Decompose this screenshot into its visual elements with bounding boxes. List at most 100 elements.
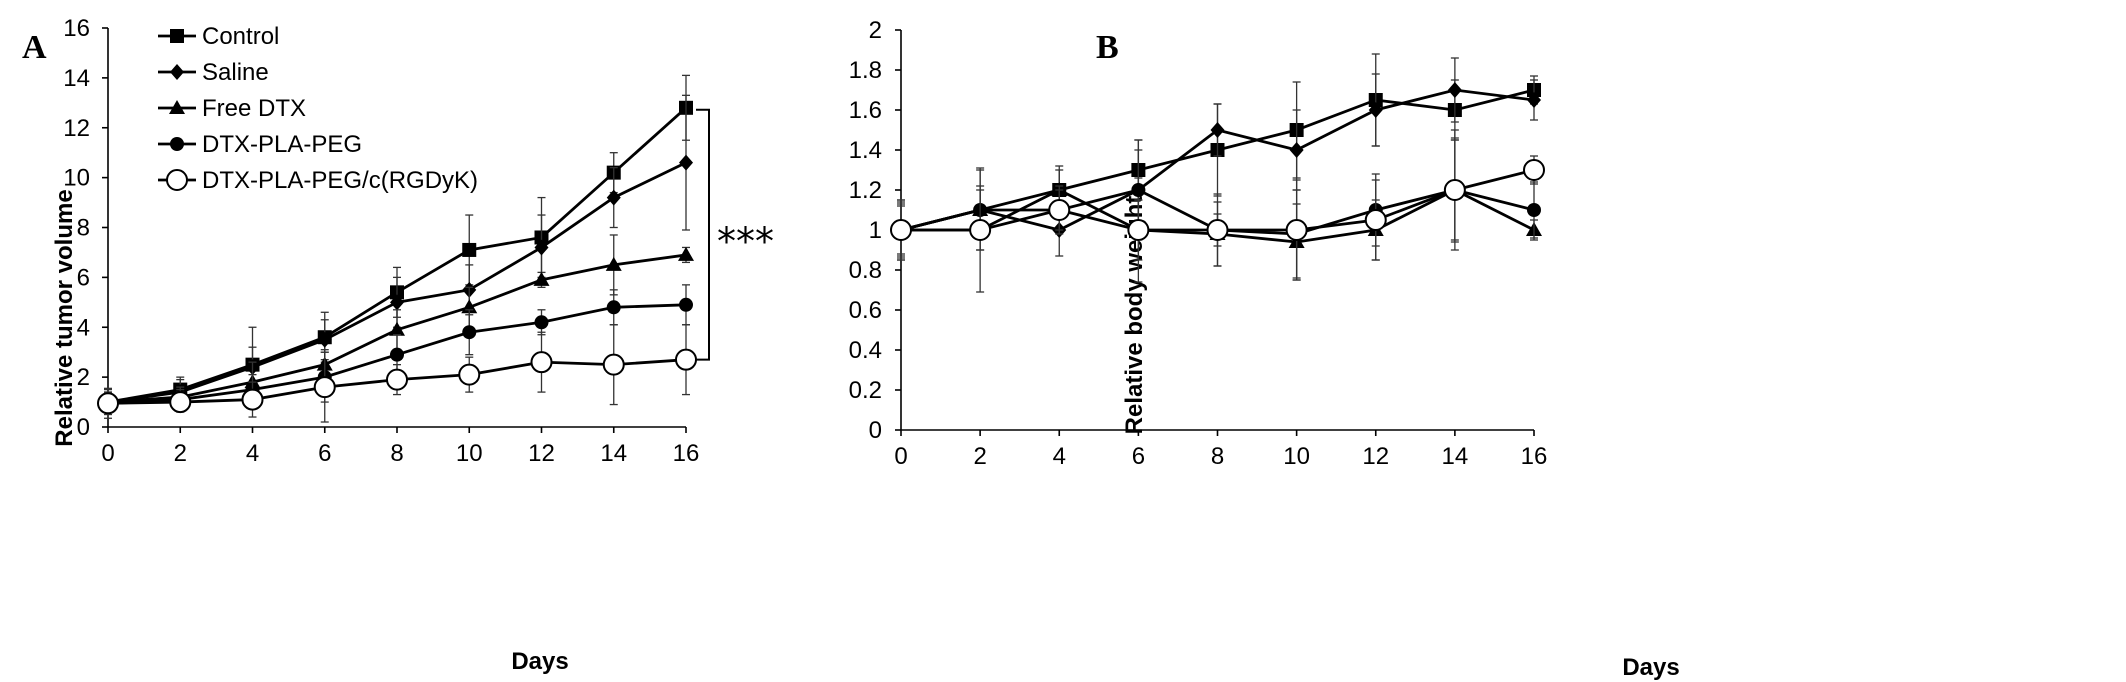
data-point <box>1048 199 1071 221</box>
x-tick-label-b: 6 <box>1132 443 1145 470</box>
legend-label: DTX-PLA-PEG <box>202 131 362 158</box>
data-point <box>462 242 477 257</box>
data-point <box>462 325 477 340</box>
data-point <box>602 353 625 376</box>
x-tick-label-b: 16 <box>1521 443 1548 470</box>
legend-label: Free DTX <box>202 95 306 122</box>
y-tick-label-a: 8 <box>77 215 90 242</box>
data-point <box>1447 82 1462 98</box>
x-tick-label-a: 2 <box>174 440 187 467</box>
data-point <box>317 331 332 348</box>
data-point <box>679 154 693 171</box>
y-tick-label-a: 12 <box>63 115 90 142</box>
data-point <box>605 256 622 271</box>
panel-label-a: A <box>22 29 47 66</box>
data-point <box>675 348 697 371</box>
data-point <box>1289 142 1304 158</box>
data-point <box>534 239 549 256</box>
legend-label: Control <box>202 23 279 50</box>
data-point <box>313 376 336 399</box>
series-b-dtx-pla-peg-c-rgdyk- <box>890 129 1545 293</box>
chart-panel-a: A Days Relative tumor volume 0 2 4 6 8 10 12 14… <box>22 15 774 675</box>
x-tick-label-a: 0 <box>101 440 114 467</box>
y-tick-label-b: 1.8 <box>849 57 882 84</box>
x-tick-label-a: 16 <box>673 440 700 467</box>
data-point <box>1443 179 1466 201</box>
data-point <box>458 363 481 386</box>
x-tick-label-b: 8 <box>1211 443 1224 470</box>
chart-panel-b: B Days Relative body weight 00.20.40.60.… <box>849 17 1680 681</box>
x-tick-label-a: 4 <box>246 440 259 467</box>
x-tick-label-b: 14 <box>1442 443 1469 470</box>
data-point <box>533 271 550 286</box>
data-point <box>169 391 192 414</box>
series-a-dtx-pla-peg-c-rgdyk- <box>97 324 697 423</box>
x-tick-label-a: 12 <box>528 440 555 467</box>
y-tick-label-a: 4 <box>77 314 90 341</box>
x-tick-label-b: 0 <box>894 443 907 470</box>
data-point <box>606 300 621 315</box>
y-tick-label-b: 2 <box>869 17 882 44</box>
y-tick-label-a: 2 <box>77 364 90 391</box>
data-point <box>1527 203 1541 217</box>
legend-label: DTX-PLA-PEG/c(RGDyK) <box>202 167 478 194</box>
data-point <box>241 388 264 411</box>
y-tick-label-a: 10 <box>63 165 90 192</box>
data-point <box>390 347 404 362</box>
y-tick-label-b: 0.6 <box>849 297 882 324</box>
data-point <box>606 189 621 206</box>
x-tick-label-b: 10 <box>1283 443 1310 470</box>
data-point <box>969 219 992 241</box>
data-point <box>1523 159 1545 181</box>
legend-a: Control Saline Free DTX DTX-PLA-PEG DTX-PLA-… <box>158 23 478 194</box>
x-tick-label-b: 4 <box>1053 443 1066 470</box>
legend-marker <box>170 29 184 43</box>
y-tick-label-a: 6 <box>77 264 90 291</box>
data-point <box>1206 219 1229 241</box>
data-point <box>530 351 553 374</box>
y-tick-label-b: 0.8 <box>849 257 882 284</box>
data-point <box>1285 219 1308 241</box>
data-point <box>890 219 912 241</box>
x-axis-title-a: Days <box>511 648 568 675</box>
y-tick-label-b: 0.2 <box>849 377 882 404</box>
data-point <box>534 315 549 330</box>
data-point <box>678 246 694 261</box>
x-tick-label-a: 6 <box>318 440 331 467</box>
data-point <box>97 392 119 415</box>
y-tick-label-b: 1.6 <box>849 97 882 124</box>
data-point <box>389 321 405 336</box>
y-tick-label-a: 0 <box>77 414 90 441</box>
legend-label: Saline <box>202 59 269 86</box>
y-tick-label-b: 1.4 <box>849 137 882 164</box>
y-tick-label-a: 14 <box>63 65 90 92</box>
data-point <box>679 297 693 312</box>
legend-marker <box>169 100 185 114</box>
data-point <box>1127 219 1150 241</box>
y-tick-label-b: 0 <box>869 417 882 444</box>
data-point <box>1210 122 1225 138</box>
y-tick-label-a: 16 <box>63 15 90 42</box>
y-tick-label-b: 1 <box>869 217 882 244</box>
data-point <box>1364 209 1387 231</box>
x-tick-label-b: 12 <box>1362 443 1389 470</box>
panel-label-b: B <box>1096 29 1119 66</box>
data-point <box>1368 102 1383 118</box>
data-point <box>1527 92 1541 108</box>
y-axis-title-a: Relative tumor volume <box>51 189 78 446</box>
data-point <box>386 368 408 391</box>
x-axis-title-b: Days <box>1622 654 1679 681</box>
y-tick-label-b: 1.2 <box>849 177 882 204</box>
x-tick-label-a: 14 <box>600 440 627 467</box>
x-tick-label-a: 8 <box>390 440 403 467</box>
legend-marker <box>170 64 184 80</box>
significance-label: *** <box>717 220 774 264</box>
data-point <box>1131 183 1146 197</box>
significance-bracket <box>696 108 710 361</box>
legend-marker <box>166 169 188 191</box>
legend-marker <box>170 137 184 151</box>
y-tick-label-b: 0.4 <box>849 337 882 364</box>
data-point <box>390 294 404 311</box>
x-tick-label-a: 10 <box>456 440 483 467</box>
